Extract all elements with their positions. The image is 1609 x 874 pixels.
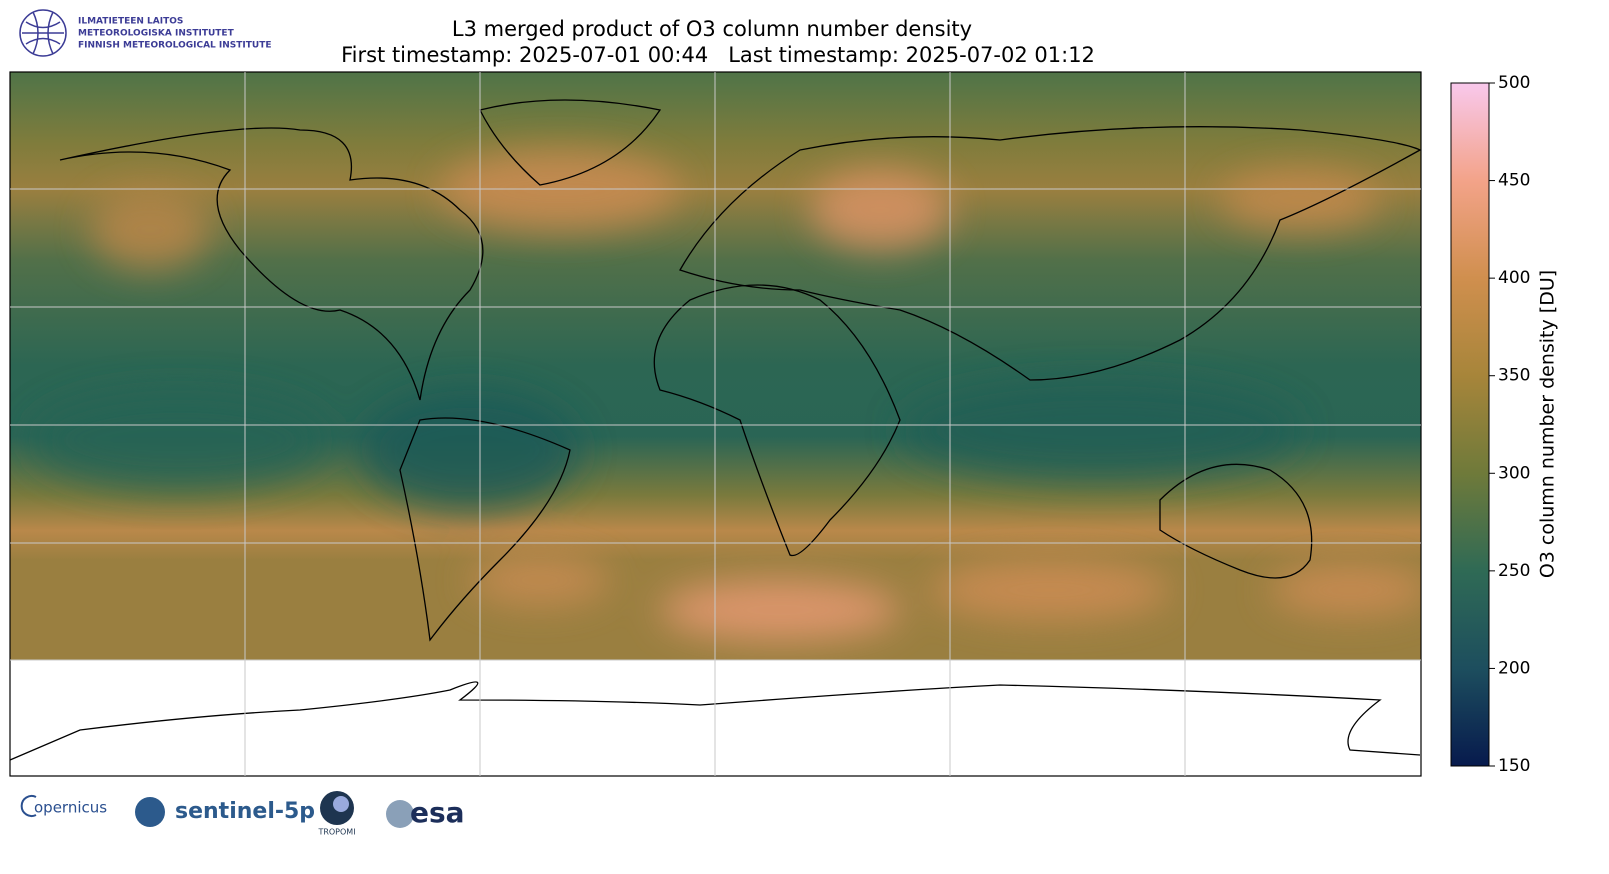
colorbar-tick-label: 400: [1498, 268, 1530, 288]
colorbar-tick-label: 450: [1498, 171, 1530, 191]
colorbar-tick-label: 200: [1498, 658, 1530, 678]
logo-text: sentinel-5p: [175, 799, 315, 824]
colorbar: [1450, 82, 1490, 767]
fmi-logo: [19, 9, 67, 57]
logo-text: esa: [410, 796, 465, 829]
logo-text: opernicus: [34, 799, 107, 817]
copernicus-mark: [20, 795, 37, 817]
tropomi-mark: [333, 796, 349, 812]
sentinel-mark: [135, 797, 165, 827]
coastlines: [9, 99, 1422, 761]
colorbar-tick-label: 150: [1498, 756, 1530, 776]
institute-name: METEOROLOGISKA INSTITUTET: [78, 29, 235, 39]
colorbar-tick-label: 350: [1498, 366, 1530, 386]
title: L3 merged product of O3 column number de…: [452, 17, 972, 41]
graticule: [10, 72, 1421, 776]
institute-name: ILMATIETEEN LAITOS: [78, 17, 183, 27]
esa-mark: [386, 800, 414, 828]
colorbar-tick-label: 300: [1498, 463, 1530, 483]
institute-name: FINNISH METEOROLOGICAL INSTITUTE: [78, 41, 272, 51]
colorbar-tick-label: 250: [1498, 561, 1530, 581]
subtitle: First timestamp: 2025-07-01 00:44 Last t…: [341, 43, 1095, 67]
ozone-field: [10, 72, 1421, 660]
colorbar-tick-label: 500: [1498, 73, 1530, 93]
logo-text: TROPOMI: [317, 828, 355, 837]
colorbar-label: O3 column number density [DU]: [1537, 270, 1559, 578]
